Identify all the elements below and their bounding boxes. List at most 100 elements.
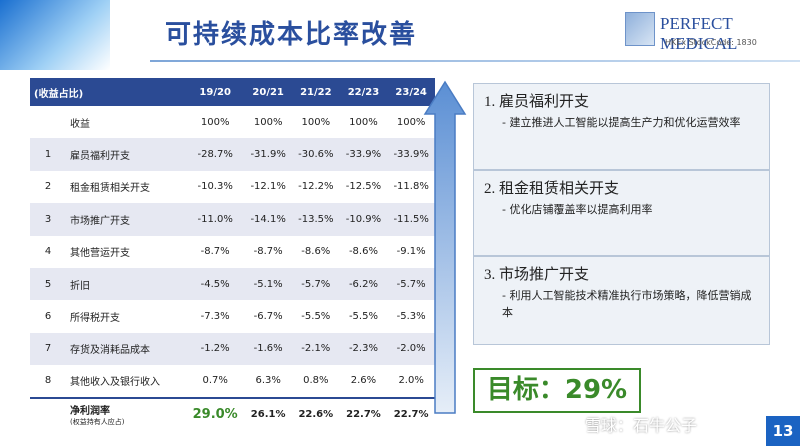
cost-table: (收益占比) 19/20 20/21 21/22 22/23 23/24 收益 100% 100…: [30, 78, 435, 430]
cell: -5.5%: [301, 311, 331, 323]
cell: -33.9%: [339, 138, 388, 171]
logo-subtitle: HKEx StockCode: 1830: [665, 38, 757, 47]
cell: 6.3%: [255, 375, 281, 387]
row-number: 4: [44, 246, 52, 258]
row-label: 收益: [70, 118, 90, 130]
row-label: 折旧: [66, 267, 186, 301]
cell: -8.7%: [253, 246, 283, 258]
cell: -28.7%: [186, 138, 245, 171]
header-cell: (收益占比): [30, 78, 186, 106]
cell: 100%: [396, 116, 426, 128]
cell: -4.5%: [186, 267, 245, 301]
row-label: 雇员福利开支: [66, 138, 186, 171]
cell: 0.7%: [202, 375, 228, 387]
row-number: 7: [30, 332, 66, 366]
row-number: [30, 106, 66, 138]
cell: 2.0%: [398, 375, 424, 387]
row-number: 8: [44, 375, 52, 387]
row-label: 其他营运开支: [70, 248, 130, 260]
cell: -11.5%: [387, 203, 435, 236]
arrow: [423, 80, 467, 414]
box-title: 3. 市场推广开支: [484, 267, 590, 283]
cell: 100%: [349, 116, 378, 128]
total-sublabel: (权益持有人应占): [70, 417, 125, 426]
row-number: 2: [44, 181, 52, 193]
table-row: 8 其他收入及银行收入 0.7% 6.3% 0.8% 2.6% 2.0%: [30, 365, 435, 397]
cell: -6.7%: [253, 311, 283, 323]
total-cell: 26.1%: [244, 396, 292, 430]
cell: -8.6%: [348, 246, 378, 258]
header-row: (收益占比) 19/20 20/21 21/22 22/23 23/24: [30, 78, 435, 106]
cell: -5.7%: [387, 267, 435, 301]
header-cell: 21/22: [291, 78, 340, 106]
cell: -10.3%: [197, 181, 233, 193]
corner-decoration: [0, 0, 110, 70]
row-number: 6: [44, 311, 52, 323]
cell: 100%: [253, 116, 283, 128]
total-label: 净利润率 (权益持有人应占): [30, 396, 186, 430]
table-row: 4 其他营运开支 -8.7% -8.7% -8.6% -8.6% -9.1%: [30, 236, 435, 268]
cell: -30.6%: [291, 138, 340, 171]
header-cell: 23/24: [387, 78, 435, 106]
cell: 0.8%: [303, 375, 329, 387]
box-text: - 建立推进人工智能以提高生产力和优化运营效率: [502, 116, 741, 129]
cell: -12.2%: [298, 181, 334, 193]
cell: -2.3%: [339, 332, 388, 366]
table-row: 7 存货及消耗品成本 -1.2% -1.6% -2.1% -2.3% -2.0%: [30, 332, 435, 366]
total-title: 净利润率: [70, 405, 110, 417]
cell: -12.1%: [250, 181, 286, 193]
cell: -5.5%: [348, 311, 378, 323]
target-box: 目标：29%: [473, 368, 641, 413]
logo-mark: [625, 12, 655, 46]
cell: -7.3%: [200, 311, 230, 323]
cell: 100%: [200, 116, 230, 128]
cell: -1.2%: [186, 332, 245, 366]
table-row: 2 租金租赁相关开支 -10.3% -12.1% -12.2% -12.5% -11.8%: [30, 171, 435, 203]
cell: -11.0%: [186, 203, 245, 236]
cell: -11.8%: [393, 181, 429, 193]
slide-title: 可持续成本比率改善: [165, 20, 418, 50]
box-title: 2. 租金租赁相关开支: [484, 181, 620, 197]
header-cell: 19/20: [186, 78, 245, 106]
cell: -31.9%: [244, 138, 292, 171]
cell: -13.5%: [291, 203, 340, 236]
row-number: 1: [30, 138, 66, 171]
cell: -10.9%: [339, 203, 388, 236]
header-cell: 22/23: [339, 78, 388, 106]
table-row: 5 折旧 -4.5% -5.1% -5.7% -6.2% -5.7%: [30, 267, 435, 301]
row-number: 5: [30, 267, 66, 301]
cell: -8.7%: [200, 246, 230, 258]
strategy-box: 3. 市场推广开支 - 利用人工智能技术精准执行市场策略，降低营销成本: [473, 256, 770, 345]
cell: -5.3%: [396, 311, 426, 323]
row-label: 其他收入及银行收入: [70, 377, 160, 389]
header-cell: 20/21: [244, 78, 292, 106]
cell: 100%: [301, 116, 331, 128]
total-row: 净利润率 (权益持有人应占) 29.0% 26.1% 22.6% 22.7% 22.7%: [30, 396, 435, 430]
cell: -9.1%: [396, 246, 426, 258]
cell: -33.9%: [387, 138, 435, 171]
cell: -8.6%: [301, 246, 331, 258]
row-label: 市场推广开支: [66, 203, 186, 236]
cell: -5.7%: [291, 267, 340, 301]
cell: -12.5%: [345, 181, 382, 193]
page-number: 13: [766, 416, 800, 446]
strategy-box: 2. 租金租赁相关开支 - 优化店铺覆盖率以提高利用率: [473, 170, 770, 256]
cell: -2.0%: [387, 332, 435, 366]
cell: -1.6%: [244, 332, 292, 366]
table-row: 6 所得税开支 -7.3% -6.7% -5.5% -5.5% -5.3%: [30, 300, 435, 332]
total-cell: 29.0%: [186, 396, 245, 430]
cell: -6.2%: [339, 267, 388, 301]
table-row: 收益 100% 100% 100% 100% 100%: [30, 106, 435, 138]
box-title: 1. 雇员福利开支: [484, 94, 590, 110]
cell: 2.6%: [350, 375, 377, 387]
cell: -2.1%: [291, 332, 340, 366]
row-label: 租金租赁相关开支: [70, 183, 150, 195]
watermark: 雪球：石牛公子: [585, 416, 698, 435]
total-cell: 22.7%: [387, 396, 435, 430]
logo-name: PERFECT MEDICAL: [660, 14, 738, 53]
total-cell: 22.6%: [291, 396, 340, 430]
cell: -14.1%: [244, 203, 292, 236]
row-label: 存货及消耗品成本: [66, 332, 186, 366]
table-row: 1 雇员福利开支 -28.7% -31.9% -30.6% -33.9% -33.9%: [30, 138, 435, 171]
